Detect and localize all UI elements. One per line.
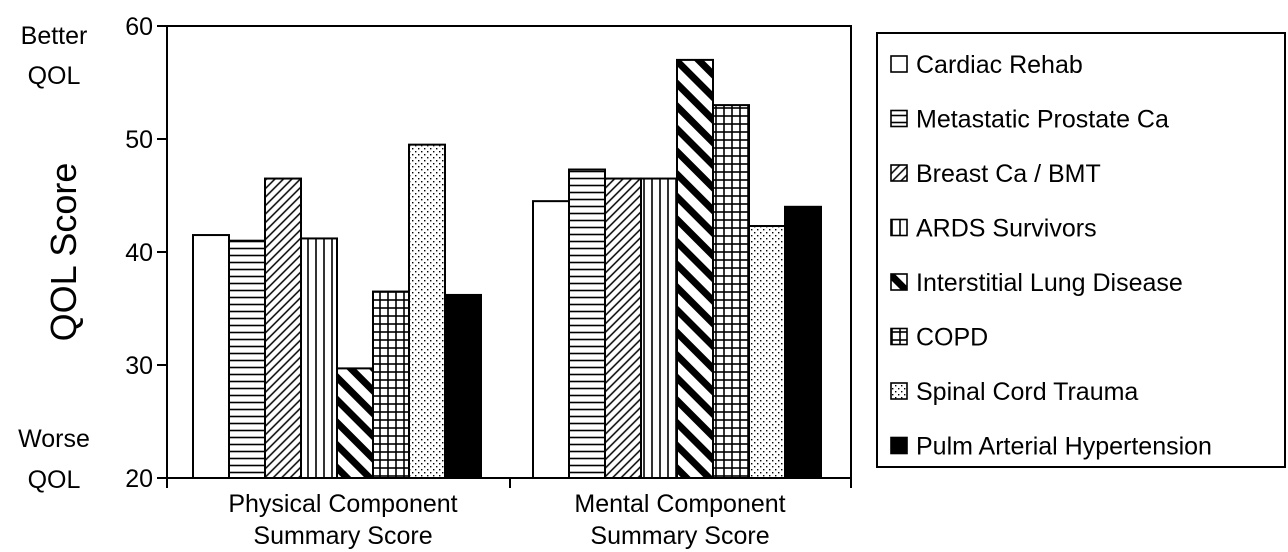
bar-cardiac-rehab-physical	[192, 234, 230, 479]
y-tick-label-40: 40	[125, 239, 153, 267]
legend-item-breast-ca-bmt: Breast Ca / BMT	[890, 160, 1101, 188]
y-tick-label-50: 50	[125, 126, 153, 154]
y-axis-label: QOL Score	[43, 163, 84, 342]
legend-swatch	[890, 382, 908, 400]
legend-swatch	[890, 273, 908, 291]
x-axis: Physical Component Summary Score Mental …	[228, 490, 785, 550]
bar-pulm-arterial-hypertension-physical	[444, 293, 482, 479]
legend-label: COPD	[916, 324, 988, 352]
bar-cardiac-rehab-mental	[532, 200, 570, 479]
bar-metastatic-prostate-ca-physical	[228, 239, 266, 479]
legend-label: Pulm Arterial Hypertension	[916, 433, 1212, 461]
legend-swatch	[890, 436, 908, 455]
legend-label: Interstitial Lung Disease	[916, 269, 1183, 297]
bar-copd-mental	[712, 104, 750, 479]
y-axis: 20 30 40 50 60	[125, 13, 852, 493]
bar-interstitial-lung-disease-mental	[676, 58, 714, 480]
legend-swatch	[890, 327, 908, 346]
bar-breast-ca-bmt-physical	[264, 177, 302, 480]
y-tick-label-60: 60	[125, 13, 153, 41]
y-tick-label-20: 20	[125, 465, 153, 493]
bar-spinal-cord-trauma-physical	[408, 143, 446, 479]
bar-breast-ca-bmt-mental	[604, 177, 642, 480]
legend-swatch	[890, 164, 908, 182]
bar-interstitial-lung-disease-physical	[336, 367, 374, 480]
worse-qol-label: Worse QOL	[18, 425, 90, 494]
bar-ards-survivors-mental	[640, 177, 678, 480]
legend-frame	[876, 32, 1286, 468]
bar-spinal-cord-trauma-mental	[748, 225, 786, 479]
legend-item-metastatic-prostate-ca: Metastatic Prostate Ca	[890, 106, 1169, 134]
legend-item-interstitial-lung-disease: Interstitial Lung Disease	[890, 269, 1183, 297]
legend-label: Breast Ca / BMT	[916, 160, 1101, 188]
legend-label: Cardiac Rehab	[916, 51, 1083, 79]
category-label-mental-line-2: Summary Score	[590, 522, 769, 550]
category-label-mental-line-1: Mental Component	[574, 490, 785, 518]
legend-item-pulm-arterial-hypertension: Pulm Arterial Hypertension	[890, 433, 1212, 461]
bar-ards-survivors-physical	[300, 237, 338, 479]
svg-text:QOL: QOL	[28, 466, 81, 494]
better-qol-label: Better QOL	[21, 22, 88, 90]
legend-item-cardiac-rehab: Cardiac Rehab	[890, 51, 1083, 79]
legend-item-ards-survivors: ARDS Survivors	[890, 215, 1097, 243]
legend-label: ARDS Survivors	[916, 215, 1097, 243]
legend-swatch	[890, 109, 908, 128]
category-label-physical-line-2: Summary Score	[253, 522, 432, 550]
category-label-physical-line-1: Physical Component	[228, 490, 457, 518]
bar-metastatic-prostate-ca-mental	[568, 168, 606, 479]
legend-swatch	[890, 218, 908, 237]
legend-item-spinal-cord-trauma: Spinal Cord Trauma	[890, 378, 1138, 406]
bars-layer	[192, 58, 822, 480]
bar-copd-physical	[372, 290, 410, 479]
y-tick-label-30: 30	[125, 352, 153, 380]
bar-pulm-arterial-hypertension-mental	[784, 205, 822, 480]
legend-label: Metastatic Prostate Ca	[916, 106, 1169, 134]
legend-swatch	[890, 55, 908, 73]
legend: Cardiac Rehab Metastatic Prostate Ca Breas…	[876, 32, 1286, 468]
svg-text:QOL: QOL	[28, 62, 81, 90]
legend-item-copd: COPD	[890, 324, 988, 352]
legend-label: Spinal Cord Trauma	[916, 378, 1138, 406]
svg-text:Better: Better	[21, 22, 88, 50]
svg-text:Worse: Worse	[18, 425, 90, 453]
